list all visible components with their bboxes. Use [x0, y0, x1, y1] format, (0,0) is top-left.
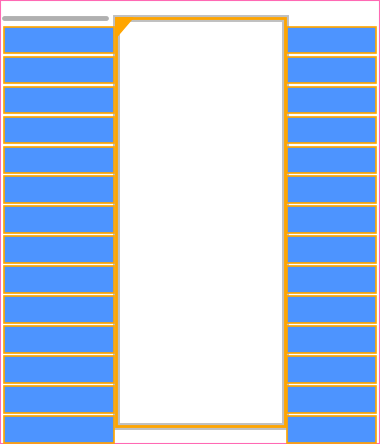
Text: 13: 13 [53, 394, 65, 404]
Bar [287, 117, 376, 143]
Text: 17: 17 [325, 365, 338, 375]
Text: 5: 5 [56, 155, 62, 165]
Bar [4, 297, 114, 323]
Bar [4, 326, 114, 353]
Bar [287, 416, 376, 443]
Text: 3: 3 [56, 95, 62, 105]
Bar [4, 266, 114, 293]
Bar [4, 357, 114, 383]
Text: 22: 22 [325, 214, 338, 225]
Bar [4, 386, 114, 413]
Bar [4, 87, 114, 113]
Text: 7: 7 [56, 214, 62, 225]
Bar [287, 297, 376, 323]
Bar [287, 87, 376, 113]
Bar [287, 266, 376, 293]
Text: 15: 15 [325, 424, 338, 435]
Text: 6: 6 [56, 185, 62, 195]
Bar [4, 147, 114, 173]
Text: 8: 8 [56, 245, 62, 255]
Bar [287, 326, 376, 353]
Bar [4, 177, 114, 203]
Bar [287, 57, 376, 83]
Text: 20: 20 [325, 274, 338, 285]
Bar [4, 57, 114, 83]
Bar [287, 177, 376, 203]
Text: 9: 9 [56, 274, 62, 285]
Bar [287, 27, 376, 53]
Bar [4, 206, 114, 233]
Text: 4: 4 [56, 125, 62, 135]
Text: 2: 2 [56, 65, 62, 75]
Text: 14: 14 [53, 424, 65, 435]
Text: 19: 19 [325, 305, 338, 315]
Bar [4, 27, 114, 53]
Text: 26: 26 [325, 95, 338, 105]
Text: 16: 16 [325, 394, 338, 404]
Bar [287, 206, 376, 233]
Text: 24: 24 [325, 155, 338, 165]
Text: 11: 11 [53, 334, 65, 345]
Text: 12: 12 [53, 365, 65, 375]
Bar [287, 147, 376, 173]
Text: 28: 28 [325, 35, 338, 45]
Bar [4, 416, 114, 443]
Text: 21: 21 [325, 245, 338, 255]
Text: 18: 18 [325, 334, 338, 345]
Text: 27: 27 [325, 65, 338, 75]
Bar [4, 117, 114, 143]
Bar [116, 18, 285, 426]
Text: 23: 23 [325, 185, 338, 195]
Bar [116, 18, 285, 426]
Text: 25: 25 [325, 125, 338, 135]
Bar [287, 237, 376, 263]
Bar [287, 386, 376, 413]
Bar [4, 237, 114, 263]
Bar [287, 357, 376, 383]
Polygon shape [116, 18, 133, 38]
Text: 1: 1 [56, 35, 62, 45]
Text: 10: 10 [53, 305, 65, 315]
